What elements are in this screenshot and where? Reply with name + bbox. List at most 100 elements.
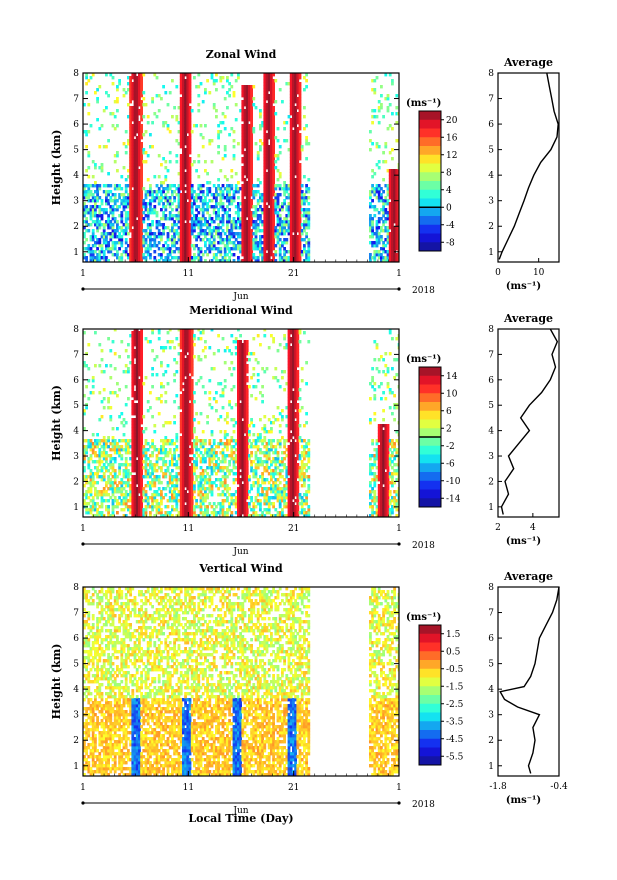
heatmap-cell xyxy=(206,220,209,223)
heatmap-cell xyxy=(237,211,240,214)
heatmap-cell xyxy=(116,499,119,502)
heatmap-cell xyxy=(142,244,145,247)
heatmap-cell xyxy=(160,253,163,256)
heatmap-cell xyxy=(145,103,148,106)
heatmap-cell xyxy=(147,469,150,472)
heatmap-cell xyxy=(125,229,128,232)
heatmap-cell xyxy=(90,469,93,472)
heatmap-cell xyxy=(222,202,225,205)
heatmap-cell xyxy=(250,166,253,169)
heatmap-cell xyxy=(175,463,178,466)
heatmap-cell xyxy=(222,193,225,196)
average-y-tick-label: 3 xyxy=(488,197,494,207)
heatmap-cell xyxy=(145,229,148,232)
heatmap-cell xyxy=(204,91,207,94)
heatmap-cell xyxy=(272,127,275,130)
heatmap-cell xyxy=(101,169,104,172)
heatmap-cell xyxy=(175,487,178,490)
heatmap-cell xyxy=(118,415,121,418)
heatmap-cell xyxy=(120,238,123,241)
heatmap-cell xyxy=(204,217,207,220)
heatmap-cell xyxy=(105,211,108,214)
average-y-tick-label: 7 xyxy=(488,95,494,105)
heatmap-cell xyxy=(107,94,110,97)
heatmap-cell xyxy=(145,160,148,163)
heatmap-cell xyxy=(299,166,302,169)
heatmap-cell xyxy=(373,172,376,175)
heatmap-cell xyxy=(118,466,121,469)
heatmap-cell xyxy=(244,217,247,220)
heatmap-cell xyxy=(151,331,154,334)
heatmap-cell xyxy=(255,232,258,235)
heatmap-cell xyxy=(140,142,143,145)
heatmap-cell xyxy=(107,217,110,220)
heatmap-cell xyxy=(186,373,189,376)
heatmap-cell xyxy=(85,238,88,241)
heatmap-cell xyxy=(125,490,128,493)
heatmap-cell xyxy=(233,145,236,148)
heatmap-cell xyxy=(299,220,302,223)
heatmap-cell xyxy=(299,205,302,208)
heatmap-cell xyxy=(167,103,170,106)
heatmap-cell xyxy=(101,415,104,418)
heatmap-cell xyxy=(226,244,229,247)
heatmap-cell xyxy=(167,190,170,193)
heatmap-cell xyxy=(145,511,148,514)
heatmap-cell xyxy=(255,235,258,238)
heatmap-cell xyxy=(228,193,231,196)
heatmap-cell xyxy=(175,229,178,232)
heatmap-cell xyxy=(241,196,244,199)
heatmap-cell xyxy=(87,397,90,400)
heatmap-cell xyxy=(272,220,275,223)
heatmap-cell xyxy=(87,151,90,154)
heatmap-cell xyxy=(224,250,227,253)
heatmap-cell xyxy=(147,409,150,412)
heatmap-cell xyxy=(283,181,286,184)
heatmap-cell xyxy=(215,88,218,91)
heatmap-cell xyxy=(184,133,187,136)
heatmap-cell xyxy=(153,241,156,244)
heatmap-cell xyxy=(281,205,284,208)
heatmap-cell xyxy=(197,253,200,256)
heatmap-cell xyxy=(125,241,128,244)
heatmap-cell xyxy=(96,247,99,250)
heatmap-cell xyxy=(279,193,282,196)
heatmap-cell xyxy=(186,103,189,106)
heatmap-cell xyxy=(272,145,275,148)
heatmap-cell xyxy=(307,178,310,181)
heatmap-cell xyxy=(259,181,262,184)
heatmap-cell xyxy=(224,97,227,100)
heatmap-cell xyxy=(142,445,145,448)
heatmap-cell xyxy=(259,139,262,142)
heatmap-cell xyxy=(204,244,207,247)
colorbar-step xyxy=(419,146,441,155)
heatmap-cell xyxy=(145,256,148,259)
heatmap-cell xyxy=(175,508,178,511)
heatmap-cell xyxy=(162,445,165,448)
average-x-tick-label: 0 xyxy=(495,268,501,278)
heatmap-cell xyxy=(151,100,154,103)
heatmap-cell xyxy=(373,256,376,259)
heatmap-cell xyxy=(303,76,306,79)
heatmap-cell xyxy=(107,172,110,175)
heatmap-cell xyxy=(153,481,156,484)
heatmap-cell xyxy=(384,142,387,145)
heatmap-cell xyxy=(175,223,178,226)
heatmap-cell xyxy=(87,229,90,232)
heatmap-cell xyxy=(85,145,88,148)
heatmap-cell xyxy=(92,238,95,241)
heatmap-cell xyxy=(193,226,196,229)
heatmap-cell xyxy=(193,76,196,79)
heatmap-cell xyxy=(217,145,220,148)
heatmap-cell xyxy=(87,187,90,190)
heatmap-cell xyxy=(182,145,185,148)
heatmap-cell xyxy=(202,145,205,148)
heatmap-cell xyxy=(98,418,101,421)
heatmap-cell xyxy=(389,124,392,127)
heatmap-cell xyxy=(90,457,93,460)
heatmap-cell xyxy=(384,196,387,199)
heatmap-cell xyxy=(140,331,143,334)
heatmap-cell xyxy=(114,391,117,394)
average-y-tick-label: 2 xyxy=(488,222,494,232)
heatmap-cell xyxy=(169,91,172,94)
